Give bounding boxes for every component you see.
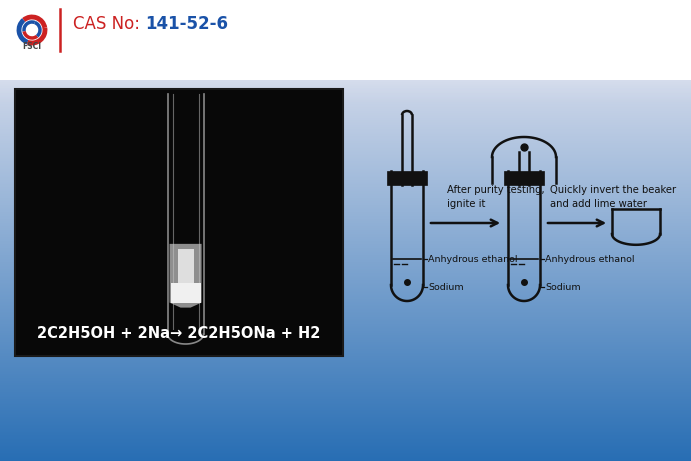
FancyBboxPatch shape <box>0 95 691 96</box>
FancyBboxPatch shape <box>0 91 691 92</box>
FancyBboxPatch shape <box>0 0 691 80</box>
FancyBboxPatch shape <box>0 92 691 93</box>
FancyBboxPatch shape <box>15 89 343 356</box>
FancyBboxPatch shape <box>0 86 691 87</box>
FancyBboxPatch shape <box>0 85 691 86</box>
Text: After purity testing,
ignite it: After purity testing, ignite it <box>448 185 545 209</box>
FancyBboxPatch shape <box>0 79 691 80</box>
FancyBboxPatch shape <box>0 87 691 88</box>
FancyBboxPatch shape <box>0 94 691 95</box>
FancyBboxPatch shape <box>0 93 691 94</box>
Text: Sodium: Sodium <box>545 283 580 291</box>
Text: FSCI: FSCI <box>22 42 41 52</box>
FancyBboxPatch shape <box>0 89 691 90</box>
Polygon shape <box>178 249 193 293</box>
Polygon shape <box>169 244 202 307</box>
Text: Sodium: Sodium <box>428 283 464 291</box>
FancyBboxPatch shape <box>0 90 691 91</box>
Text: Anhydrous ethanol: Anhydrous ethanol <box>428 255 518 264</box>
Text: CAS No:: CAS No: <box>73 15 145 33</box>
Text: Quickly invert the beaker
and add lime water: Quickly invert the beaker and add lime w… <box>550 185 676 209</box>
FancyBboxPatch shape <box>0 88 691 89</box>
Text: 141-52-6: 141-52-6 <box>145 15 228 33</box>
FancyBboxPatch shape <box>0 84 691 85</box>
Text: Anhydrous ethanol: Anhydrous ethanol <box>545 255 634 264</box>
FancyBboxPatch shape <box>0 83 691 84</box>
Text: 2C2H5OH + 2Na→ 2C2H5ONa + H2: 2C2H5OH + 2Na→ 2C2H5ONa + H2 <box>37 326 321 342</box>
FancyBboxPatch shape <box>0 81 691 82</box>
FancyBboxPatch shape <box>504 171 544 185</box>
FancyBboxPatch shape <box>0 80 691 81</box>
FancyBboxPatch shape <box>387 171 427 185</box>
Polygon shape <box>171 283 200 302</box>
FancyBboxPatch shape <box>0 82 691 83</box>
